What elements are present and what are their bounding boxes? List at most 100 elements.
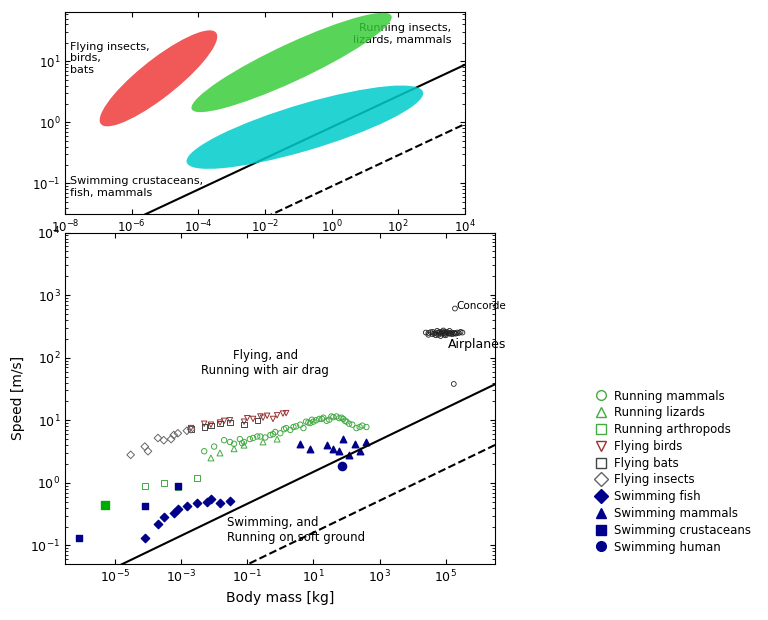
Point [339,416,351,426]
Point [190,498,203,508]
Point [304,418,316,428]
Point [269,427,281,437]
Point [247,433,260,443]
Point [142,446,154,456]
Point [139,441,151,451]
Point [190,473,203,483]
Point [431,326,443,336]
Point [280,423,293,433]
Point [453,328,465,338]
Point [327,412,339,422]
Point [426,329,439,339]
Point [139,502,151,512]
Point [330,412,343,422]
Point [180,426,193,436]
Point [205,494,217,504]
Point [307,417,319,427]
Point [198,446,210,456]
Point [436,327,449,337]
Text: Airplanes: Airplanes [449,337,507,350]
Point [251,416,263,426]
Text: Concorde: Concorde [456,301,506,311]
Point [185,424,197,434]
Point [228,439,240,449]
Point [350,423,362,433]
Point [254,432,266,441]
Point [442,328,455,338]
Point [335,413,347,423]
Point [317,413,329,423]
Ellipse shape [187,86,423,169]
Point [139,533,151,543]
Point [360,422,372,432]
Point [429,327,442,337]
Point [157,513,170,523]
Point [428,329,440,339]
Point [439,330,452,340]
Point [327,444,339,454]
Point [432,328,445,338]
Point [320,416,333,426]
Point [280,408,293,418]
Text: Swimming crustaceans,
fish, mammals: Swimming crustaceans, fish, mammals [70,176,204,198]
Text: Flying, and
Running with air drag: Flying, and Running with air drag [201,348,329,376]
Point [432,330,445,340]
Point [433,327,445,337]
Point [276,409,289,419]
Point [455,327,467,337]
Point [214,498,226,508]
Point [422,328,435,338]
Point [152,433,164,443]
Point [238,420,250,430]
Point [233,434,246,444]
Point [419,327,432,337]
Point [445,327,458,337]
Point [172,482,184,492]
Point [336,461,349,471]
Point [297,423,310,433]
Point [124,450,137,460]
Point [271,410,283,420]
Point [259,433,271,443]
Point [180,502,193,512]
Point [294,420,306,430]
Point [198,418,210,428]
Point [257,437,269,447]
Ellipse shape [191,13,392,112]
Point [157,435,170,445]
Point [443,329,455,339]
Point [223,417,236,427]
Point [261,411,273,421]
Point [310,415,322,425]
Point [353,422,366,432]
Point [223,495,236,505]
Point [167,508,180,518]
Point [185,424,197,434]
Point [456,327,468,337]
Point [287,422,300,432]
Point [320,440,333,450]
Point [165,434,177,444]
Point [278,424,290,434]
Point [353,446,366,456]
Point [304,444,316,454]
Point [214,418,226,428]
Text: Flying insects,
birds,
bats: Flying insects, birds, bats [70,42,150,75]
Point [356,421,369,431]
Point [435,331,447,341]
Point [438,330,450,340]
Point [435,327,448,337]
Point [72,533,84,543]
Point [343,450,356,460]
Point [435,329,447,339]
Point [441,327,453,337]
X-axis label: Body mass [kg]: Body mass [kg] [226,591,335,605]
Point [448,328,460,338]
Point [214,417,226,427]
Point [139,480,151,490]
Point [257,413,269,423]
Point [326,412,338,422]
Point [238,437,250,447]
Point [445,329,457,339]
Point [208,441,220,451]
